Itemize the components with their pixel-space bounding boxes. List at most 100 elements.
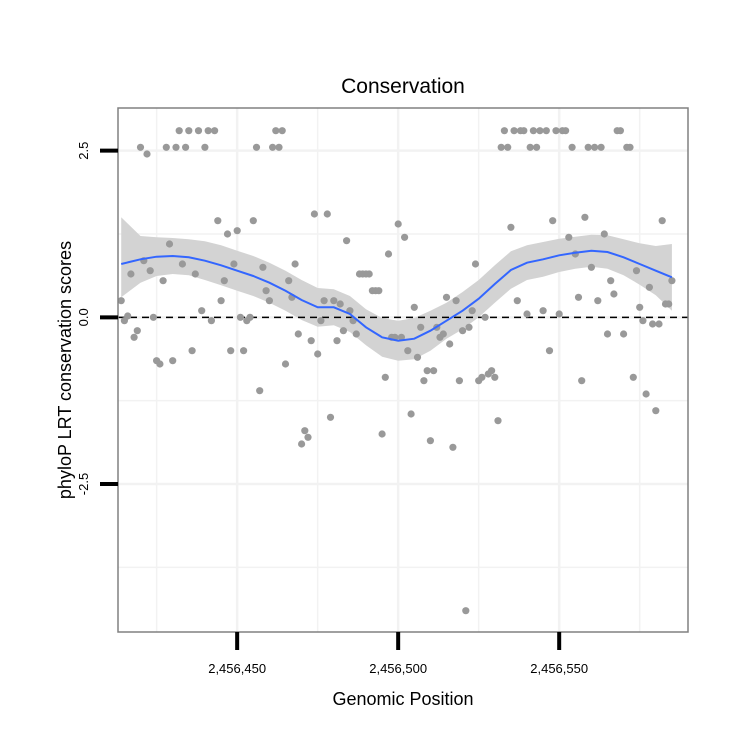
data-point [307,337,315,345]
data-point [417,323,425,331]
data-point [133,327,141,335]
data-point [375,287,383,295]
x-tick-label: 2,456,550 [530,661,588,676]
data-point [220,277,228,285]
data-point [317,317,325,325]
data-point [333,337,341,345]
data-point [504,143,512,151]
data-point [513,297,521,305]
smooth-trend-line [120,249,673,342]
data-point [149,313,157,321]
data-point [178,260,186,268]
data-point [326,413,335,421]
data-point [645,283,654,291]
data-point [578,377,586,385]
data-point [478,373,486,381]
data-point [352,330,360,338]
data-point [146,267,154,275]
data-point [507,223,515,231]
data-point [259,263,267,271]
plot-panel-background [118,108,688,632]
data-point [410,303,418,311]
data-point [165,240,174,248]
data-point [642,390,650,398]
data-point [401,233,409,241]
data-point [294,330,302,338]
data-point [468,307,476,315]
confidence-band-layer [118,217,688,361]
data-point [343,237,351,245]
data-point [523,310,531,318]
data-point [545,347,554,355]
data-point [500,127,508,135]
x-axis-title: Genomic Position [332,689,473,709]
data-point [275,143,283,151]
data-point [488,367,496,375]
data-point [597,143,605,151]
data-point [246,313,254,321]
chart-title: Conservation [341,75,465,98]
confidence-band [121,217,672,361]
data-point [430,367,438,375]
data-point [217,297,225,305]
data-point [629,373,637,381]
data-point [639,317,647,325]
data-point [320,297,328,305]
data-point [136,143,145,151]
data-point [223,230,232,238]
data-point [291,260,299,268]
data-point [272,127,280,135]
data-point [365,270,373,278]
data-point [124,312,132,320]
data-point [204,127,212,135]
data-point [404,347,412,355]
data-point [339,327,347,335]
data-point [336,300,344,308]
data-point [529,127,538,135]
data-point [626,143,634,151]
data-point [249,217,257,225]
data-point [159,277,167,285]
data-point [413,353,422,361]
data-point [285,277,293,285]
data-point [182,143,190,151]
data-point [384,250,393,258]
data-point [610,290,618,298]
data-point [394,220,402,228]
data-point [442,293,451,301]
data-point [162,143,170,151]
data-point [481,313,489,321]
x-tick-label: 2,456,450 [208,661,266,676]
data-point [330,297,338,305]
data-point [581,213,589,221]
data-point [462,607,470,615]
data-point [658,217,666,225]
y-tick-label: -2.5 [76,473,91,495]
y-tick-label: 2.5 [76,142,91,160]
data-point [455,377,463,385]
data-point [449,443,457,451]
data-point [211,127,219,135]
data-point [117,297,125,305]
data-point [549,217,557,225]
data-point [169,357,177,365]
data-point [269,143,277,151]
data-point [298,440,306,448]
data-point [185,127,193,135]
data-point [655,320,663,328]
x-tick-label: 2,456,500 [369,661,427,676]
data-point [175,127,183,135]
data-point [526,143,534,151]
data-point [636,303,644,311]
data-point [591,143,599,151]
data-point [310,210,318,218]
data-point [603,330,612,338]
data-point [381,373,389,381]
data-point [240,347,248,355]
y-axis-title: phyloP LRT conservation scores [55,241,75,499]
data-point [494,417,502,425]
data-point [207,317,215,325]
data-point [552,127,560,135]
data-point [533,143,541,151]
